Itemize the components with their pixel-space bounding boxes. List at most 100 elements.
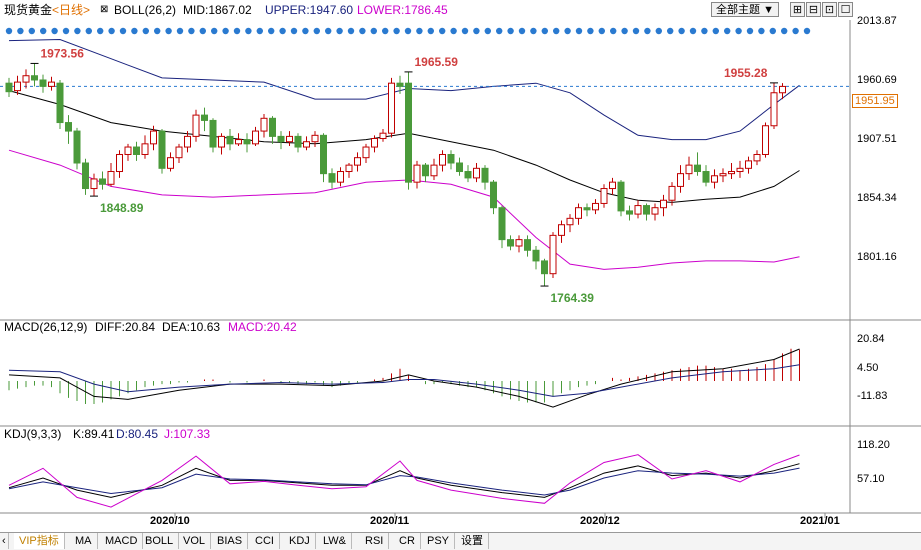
event-marker — [279, 27, 286, 35]
fullscreen-icon[interactable]: ⊞ — [790, 2, 805, 17]
event-marker — [382, 27, 389, 35]
event-marker — [165, 27, 172, 35]
macd-tick: 20.84 — [857, 333, 885, 345]
candle-body — [515, 239, 523, 247]
kdj-d-line — [8, 467, 800, 496]
candle-body — [345, 164, 353, 173]
candle-body — [736, 167, 744, 173]
event-marker — [336, 27, 343, 35]
candle-body — [269, 117, 276, 137]
tab-macd[interactable]: MACD — [100, 533, 144, 549]
close-icon[interactable]: ☐ — [838, 2, 853, 17]
candle-body — [311, 134, 319, 143]
candle-body — [73, 130, 81, 164]
candle-body — [626, 210, 633, 215]
tab-lw[interactable]: LW& — [318, 533, 353, 549]
candle-body — [770, 92, 778, 127]
event-marker — [564, 27, 571, 35]
chart-icon[interactable]: ⊟ — [806, 2, 821, 17]
theme-select[interactable]: 全部主题 ▼ — [711, 2, 779, 17]
period-label[interactable]: <日线> — [52, 3, 91, 17]
candle-body — [320, 134, 327, 175]
event-marker — [325, 27, 332, 35]
candle-body — [124, 146, 132, 155]
candle-body — [294, 135, 302, 148]
event-marker — [51, 27, 58, 35]
date-tick: 2020/10 — [150, 515, 190, 527]
kdj-tick: 57.10 — [857, 473, 885, 485]
candle-body — [158, 130, 166, 169]
event-marker — [176, 27, 184, 35]
boll-icon[interactable]: ⊠ — [100, 4, 109, 15]
event-marker — [655, 27, 662, 35]
toolbar-left-arrow[interactable]: ‹ — [0, 533, 9, 549]
event-marker — [222, 27, 229, 35]
candle-body — [396, 82, 404, 87]
event-marker — [461, 27, 469, 35]
event-marker — [154, 27, 161, 35]
candle-body — [99, 178, 106, 185]
tab-ma[interactable]: MA — [70, 533, 98, 549]
candle-body — [328, 173, 336, 183]
event-marker — [416, 27, 423, 35]
candle-body — [609, 181, 616, 190]
candle-body — [371, 138, 378, 148]
candle-body — [201, 114, 208, 121]
tab-rsi[interactable]: RSI — [360, 533, 390, 549]
boll-label: BOLL(26,2) — [114, 3, 177, 17]
boll-lower: LOWER:1786.45 — [357, 3, 448, 17]
candle-body — [745, 160, 752, 169]
candle-body — [354, 157, 361, 166]
candle-body — [226, 135, 234, 145]
event-marker — [40, 27, 47, 35]
tab-bias[interactable]: BIAS — [212, 533, 249, 549]
candle-body — [303, 141, 310, 148]
event-marker — [347, 27, 355, 35]
candle-body — [498, 207, 506, 241]
indicator-toolbar: ‹ VIP指标 MA MACD BOLL VOL BIAS CCI KDJ LW… — [0, 532, 921, 550]
candle-body — [566, 217, 574, 226]
price-tick: 2013.87 — [857, 15, 897, 27]
candle-body — [362, 146, 370, 159]
candle-body — [167, 157, 174, 169]
event-marker — [507, 27, 514, 35]
tab-cci[interactable]: CCI — [250, 533, 280, 549]
tab-vip[interactable]: VIP指标 — [14, 533, 65, 549]
event-marker — [439, 27, 446, 35]
date-tick: 2021/01 — [800, 515, 840, 527]
event-marker — [17, 27, 24, 35]
candle-body — [762, 125, 769, 155]
extreme-label: 1973.56 — [41, 46, 85, 60]
event-marker — [199, 27, 206, 35]
kdj-header: KDJ(9,3,3) K:89.41 D:80.45 J:107.33 — [0, 426, 921, 442]
candle-body — [541, 260, 548, 275]
candle-body — [651, 207, 659, 215]
tab-vol[interactable]: VOL — [178, 533, 212, 549]
tab-boll[interactable]: BOLL — [140, 533, 180, 549]
extreme-label: 1848.89 — [100, 201, 144, 215]
event-marker — [746, 27, 754, 35]
candle-body — [260, 117, 268, 132]
extreme-label: 1764.39 — [551, 291, 595, 305]
candle-body — [728, 171, 735, 175]
tab-kdj[interactable]: KDJ — [284, 533, 316, 549]
date-tick: 2020/11 — [370, 515, 410, 527]
candle-body — [524, 239, 531, 251]
macd-value: MACD:20.42 — [228, 320, 297, 334]
event-marker — [530, 27, 537, 35]
kdj-k: K:89.41 — [73, 427, 115, 441]
event-marker — [256, 27, 263, 35]
candle-body — [711, 175, 718, 183]
event-marker — [724, 27, 731, 35]
tab-settings[interactable]: 设置 — [456, 533, 489, 549]
candle-body — [685, 164, 693, 175]
event-marker — [735, 27, 742, 35]
tab-cr[interactable]: CR — [394, 533, 421, 549]
tab-psy[interactable]: PSY — [422, 533, 456, 549]
event-marker — [188, 27, 195, 35]
macd-dea-line — [8, 364, 800, 397]
candle-body — [481, 167, 489, 183]
settings-icon[interactable]: ⊡ — [822, 2, 837, 17]
candle-body — [235, 139, 242, 145]
